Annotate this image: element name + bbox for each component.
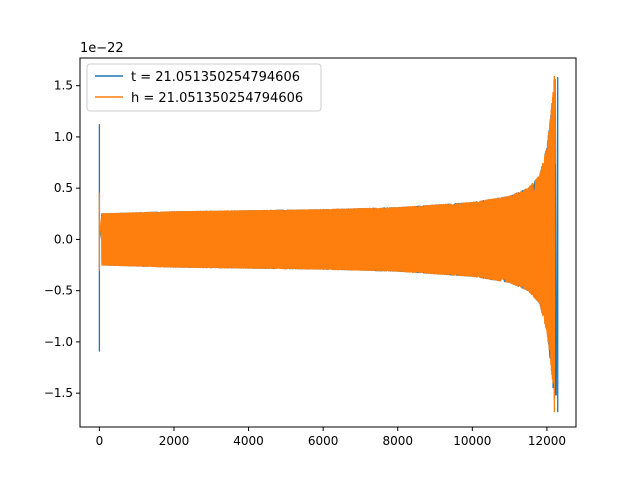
x-tick-label: 6000 [308, 434, 339, 448]
y-tick-label: 1.5 [54, 79, 73, 93]
y-axis: −1.5 −1.0 −0.5 0.0 0.5 1.0 1.5 [44, 79, 80, 400]
x-axis: 0 2000 4000 6000 8000 10000 12000 [96, 427, 566, 448]
y-offset-label: 1e−22 [80, 41, 124, 56]
y-tick-label: −1.5 [44, 386, 73, 400]
x-tick-label: 10000 [453, 434, 491, 448]
x-tick-label: 8000 [382, 434, 413, 448]
x-tick-label: 0 [96, 434, 104, 448]
x-tick-label: 2000 [159, 434, 190, 448]
x-tick-label: 4000 [233, 434, 264, 448]
axes-frame [79, 57, 577, 428]
y-tick-label: 0.0 [54, 232, 73, 246]
x-tick-label: 12000 [528, 434, 566, 448]
plot-series-area [98, 75, 559, 413]
series-line-h [98, 75, 556, 413]
y-tick-label: −0.5 [44, 284, 73, 298]
legend-box [86, 63, 322, 112]
y-tick-label: −1.0 [44, 335, 73, 349]
legend-label-h: h = 21.051350254794606 [131, 91, 303, 106]
legend: t = 21.051350254794606 h = 21.0513502547… [86, 63, 322, 112]
legend-label-t: t = 21.051350254794606 [131, 70, 300, 85]
y-tick-label: 1.0 [54, 130, 73, 144]
y-tick-label: 0.5 [54, 181, 73, 195]
